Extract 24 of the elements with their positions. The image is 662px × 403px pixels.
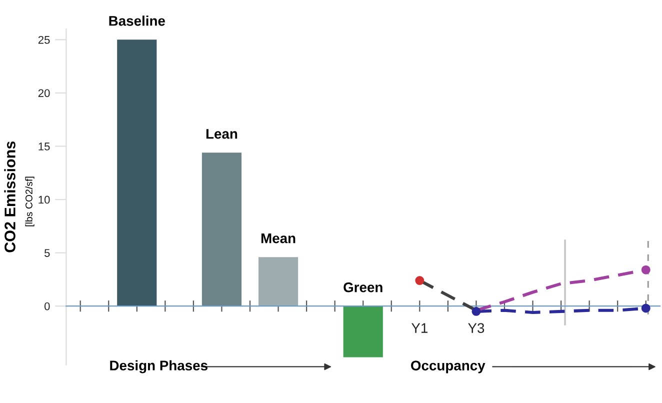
text: [lbs CO2/sf] <box>25 176 34 226</box>
y-tick-label: 5 <box>44 249 50 257</box>
bar <box>343 306 383 358</box>
point <box>415 276 424 286</box>
y-tick-label: 10 <box>38 196 50 204</box>
x-tick-label: Mean <box>261 234 296 244</box>
annotation: Design Phases <box>110 360 208 374</box>
y-tick-label: 25 <box>38 36 50 44</box>
bar <box>258 257 298 306</box>
x-tick-label: Green <box>344 282 382 292</box>
point <box>472 306 481 316</box>
x-tick-label: Y1 <box>411 323 428 333</box>
y-tick-label: 15 <box>38 142 50 150</box>
point <box>641 304 650 313</box>
x-tick-label: Y3 <box>468 323 484 333</box>
bar <box>202 152 242 306</box>
point <box>641 265 650 274</box>
annotation: Occupancy <box>411 360 486 374</box>
bar <box>117 40 157 306</box>
x-tick-label: Lean <box>206 129 238 139</box>
y-tick-label: 20 <box>38 89 50 98</box>
y-axis-title: CO2 Emissions <box>4 141 16 252</box>
y-tick-label: 0 <box>44 302 50 310</box>
x-tick-label: Baseline <box>109 16 165 26</box>
